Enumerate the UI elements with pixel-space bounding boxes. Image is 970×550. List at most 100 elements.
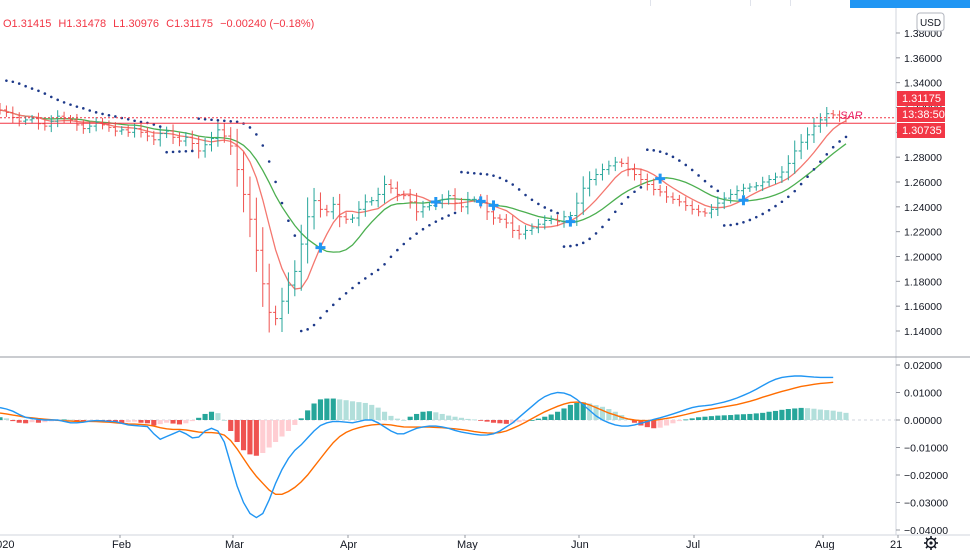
toolbar-divider [790,0,791,6]
sar-dot [460,170,463,174]
sar-dot [722,224,726,227]
histogram-bar [580,402,586,420]
histogram-bar [798,407,804,420]
price-axis-label: 1.36000 [904,53,942,65]
sar-dot [505,179,508,183]
sar-dot [325,309,329,313]
sar-dot [158,125,162,128]
histogram-bar [279,420,285,437]
sar-dot [594,232,598,235]
sar-dot [274,180,277,184]
sar-dot [319,316,322,320]
histogram-bar [811,408,817,420]
countdown-label: 13:38:50 [897,107,945,122]
histogram-bar [452,416,458,420]
price-axis-label: 1.28000 [904,152,942,164]
sar-dot [613,210,617,214]
sar-dot [601,225,604,229]
sar-value-label: 1.30735 [897,123,945,138]
sar-dot [447,214,450,217]
histogram-bar [324,398,330,420]
histogram-bar [465,418,471,420]
histogram-bar [151,420,157,426]
sar-dot [562,245,566,248]
sar-dot [799,182,803,186]
sar-dot [607,218,611,221]
histogram-bar [183,420,189,424]
sar-dot [287,219,290,222]
histogram-bar [702,416,708,420]
sar-dot [434,220,438,223]
histogram-bar [484,420,490,422]
oscillator-axis-label: 0.00000 [904,415,942,427]
sar-dot [690,168,694,172]
histogram-bar [330,398,336,420]
sar-dot [49,95,53,99]
histogram-bar [292,420,298,425]
histogram-bar [446,415,452,420]
top-toolbar-strip [0,0,970,8]
time-axis-label: Aug [815,539,835,550]
sar-dot [774,204,777,208]
price-axis-label: 1.20000 [904,252,942,264]
toolbar-divider [650,0,651,6]
sar-dot [716,189,720,193]
currency-button[interactable]: USD [916,12,945,32]
histogram-bar [587,403,593,420]
oscillator-axis-label: −0.04000 [904,525,948,537]
sar-dot [62,101,66,104]
sar-dot [210,118,213,122]
sar-dot [556,211,559,215]
sar-dot [838,140,841,143]
sar-dot [639,186,643,189]
toolbar-accent-button[interactable] [850,0,970,8]
oscillator-axis-label: −0.01000 [904,443,948,455]
oscillator-axis[interactable]: 0.02000 0.01000 0.00000 −0.01000 −0.02000 −0.… [896,360,948,537]
histogram-bar [298,418,304,420]
histogram-bar [67,419,74,421]
sar-dot [248,126,252,129]
sar-dot [331,303,335,307]
sar-dot [299,329,303,333]
histogram-bar [16,420,22,423]
histogram-bar [721,415,727,420]
signal-line [0,381,834,495]
sar-dot [492,174,495,177]
price-axis[interactable]: 1.380001.360001.340001.320001.300001.280… [896,28,942,338]
sar-dot [171,150,175,154]
macd-line [0,375,834,519]
histogram-bar [644,420,650,428]
ma-cross-marker [488,200,499,211]
sar-dot [338,297,341,301]
ma-cross-marker [565,216,576,227]
sar-dot [229,119,233,123]
histogram-bar [599,406,606,420]
oscillator-pane[interactable] [0,375,896,519]
histogram-bar [651,420,657,429]
sar-dot [479,172,482,176]
histogram-bar [196,417,202,420]
sar-dot [364,277,367,280]
sar-dot [626,195,630,199]
histogram-bar [240,420,247,451]
price-pane[interactable] [0,79,896,333]
price-axis-label: 1.24000 [904,202,942,214]
histogram-bar [394,418,400,420]
histogram-bar [343,400,349,420]
histogram-bar [760,412,766,420]
histogram-bar [388,415,394,420]
sar-dot [678,159,681,162]
oscillator-axis-label: −0.03000 [904,498,948,510]
histogram-bar [285,420,291,431]
last-price-label[interactable]: 1.31175 [897,91,945,106]
histogram-bar [132,420,138,422]
settings-gear-icon[interactable] [924,536,938,550]
histogram-bar [0,417,3,420]
time-axis[interactable]: 2020 Feb Mar Apr May Jun Jul Aug 21 [0,535,902,550]
slow-ma-line [0,109,847,253]
ohlc-change: −0.00240 (−0.18%) [220,18,314,30]
sar-dot [831,145,835,149]
sar-dot [114,115,117,118]
histogram-bar [612,411,618,420]
